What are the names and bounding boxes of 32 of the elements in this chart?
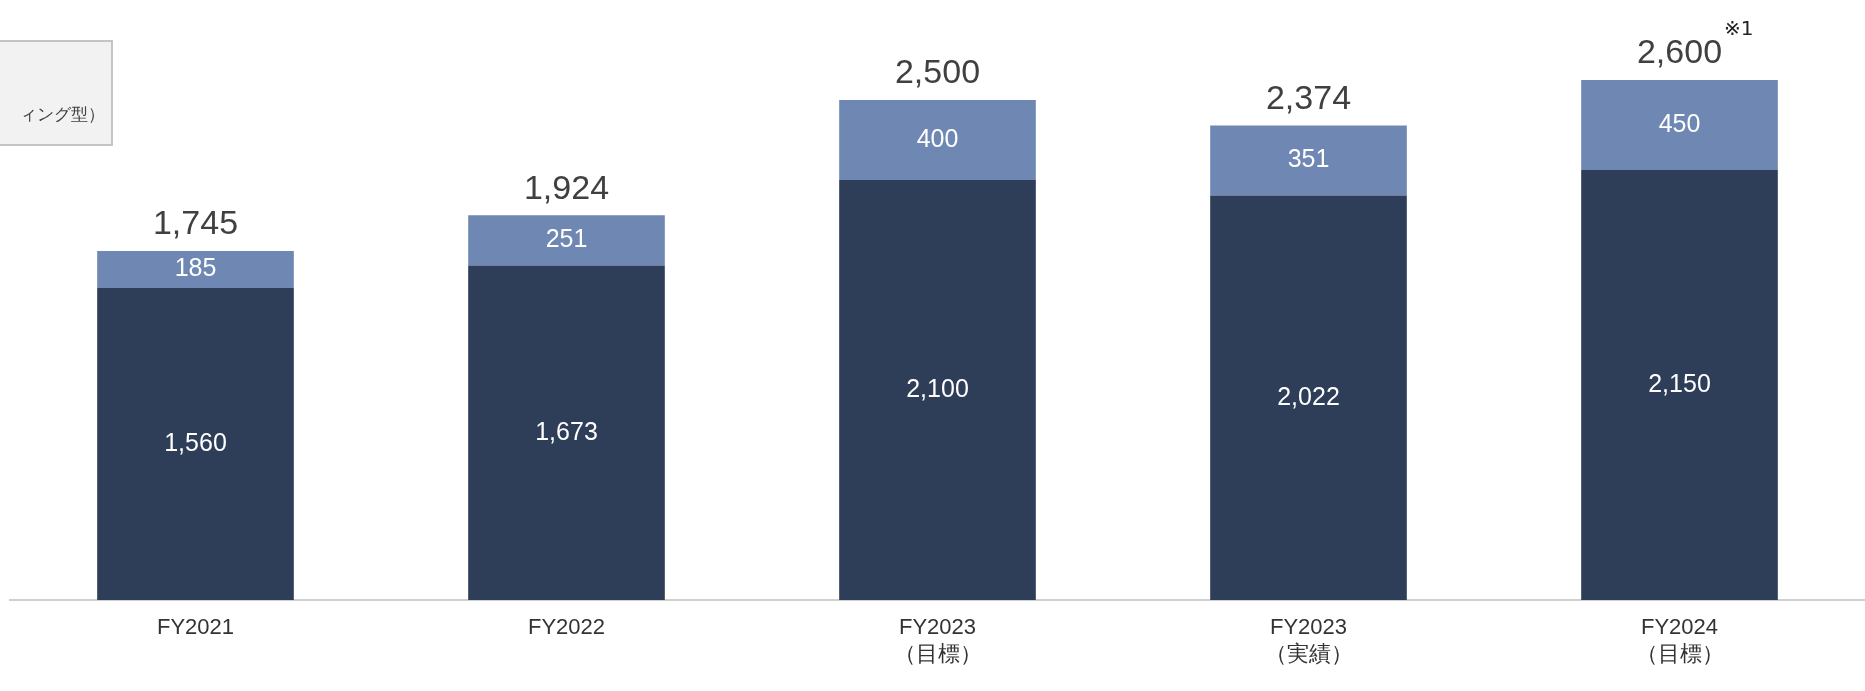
data-label: 2,100 xyxy=(906,373,969,402)
bar xyxy=(97,288,294,600)
bar xyxy=(1581,170,1778,600)
data-label: 2,022 xyxy=(1277,381,1340,410)
x-tick-label: FY2024 （目標） xyxy=(1635,613,1724,667)
bar xyxy=(839,100,1036,180)
bar xyxy=(97,251,294,288)
x-tick-label: FY2022 xyxy=(527,613,606,639)
total-label: 1,745 xyxy=(152,203,239,242)
data-label: 251 xyxy=(545,224,588,253)
data-label: 2,150 xyxy=(1648,368,1711,397)
data-label: 400 xyxy=(916,123,959,152)
data-label: 351 xyxy=(1287,144,1330,173)
annotation: ※1 xyxy=(1724,16,1754,41)
x-tick-label: FY2023 （目標） xyxy=(893,613,982,667)
total-label: 1,924 xyxy=(523,167,610,206)
data-label: 450 xyxy=(1658,108,1701,137)
total-label: 2,374 xyxy=(1265,77,1352,116)
bar xyxy=(1210,125,1407,196)
total-label: 2,500 xyxy=(894,52,981,91)
bar xyxy=(468,265,665,600)
bar xyxy=(839,180,1036,600)
data-label: 1,560 xyxy=(164,427,227,456)
note-box: ィング型） xyxy=(0,40,113,146)
total-label: 2,600 xyxy=(1636,32,1723,71)
bar xyxy=(468,215,665,266)
bar xyxy=(1581,80,1778,170)
data-label: 1,673 xyxy=(535,416,598,445)
x-tick-label: FY2021 xyxy=(156,613,235,639)
data-label: 185 xyxy=(174,253,217,282)
x-tick-label: FY2023 （実績） xyxy=(1264,613,1353,667)
bar xyxy=(1210,195,1407,600)
